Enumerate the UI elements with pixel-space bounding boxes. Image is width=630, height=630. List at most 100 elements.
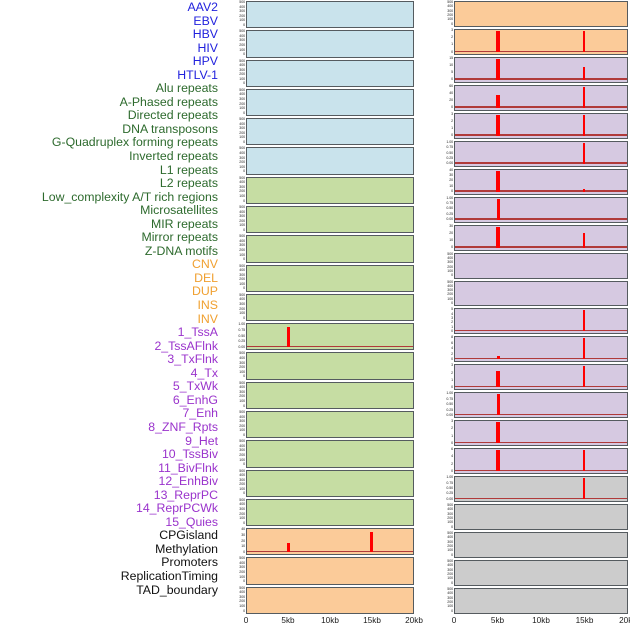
- track-yaxis: 500 400 300 200 100 0: [228, 585, 246, 614]
- y-tick-label: 500: [239, 175, 245, 180]
- track-yaxis: 3 2 1 0: [436, 420, 454, 446]
- genome-track: [246, 30, 414, 58]
- x-tick-label: 15kb: [575, 616, 594, 625]
- genome-track: [454, 1, 628, 27]
- y-tick-label: 0.50: [446, 402, 453, 407]
- y-tick-label: 100: [239, 281, 245, 286]
- genome-track: [246, 118, 414, 146]
- peak-marker: [496, 226, 500, 248]
- y-tick-label: 0.50: [446, 485, 453, 490]
- track-yaxis: 3 2 1 0: [436, 364, 454, 390]
- track-yaxis: 500 400 300 200 100 0: [228, 204, 246, 233]
- y-tick-label: 0: [451, 440, 453, 445]
- y-tick-label: 100: [239, 135, 245, 140]
- y-tick-label: 5: [451, 307, 453, 312]
- track-yaxis: 40 30 20 10 0: [228, 527, 246, 555]
- y-tick-label: 0: [451, 49, 453, 54]
- y-tick-label: 100: [447, 17, 453, 22]
- peak-marker: [583, 66, 585, 80]
- y-tick-label: 200: [447, 264, 453, 269]
- genome-track: [454, 336, 628, 363]
- y-tick-label: 1: [451, 42, 453, 47]
- track-label-dup: DUP: [192, 284, 218, 299]
- y-tick-label: 40: [449, 91, 453, 96]
- y-tick-label: 300: [239, 594, 245, 599]
- track-yaxis: 500 400 300 200 100 0: [228, 30, 246, 57]
- genome-track: [246, 381, 414, 409]
- genome-track: [454, 476, 628, 503]
- y-tick-label: 0.25: [446, 155, 453, 160]
- y-tick-label: 300: [239, 184, 245, 189]
- y-tick-label: 0: [243, 491, 245, 496]
- y-tick-label: 0.00: [238, 344, 245, 349]
- track-baseline: [455, 218, 627, 220]
- y-tick-label: 500: [239, 204, 245, 209]
- y-tick-label: 300: [239, 38, 245, 43]
- track-baseline: [247, 550, 413, 553]
- y-tick-label: 100: [239, 457, 245, 462]
- genome-track: [246, 469, 414, 497]
- peak-marker: [287, 326, 290, 348]
- y-tick-label: 0: [243, 22, 245, 27]
- y-tick-label: 0: [243, 608, 245, 613]
- y-tick-label: 300: [239, 477, 245, 482]
- peak-marker: [496, 58, 500, 80]
- genome-track: [454, 448, 628, 475]
- track-baseline: [247, 345, 413, 348]
- track-label-z-dna-motifs: Z-DNA motifs: [144, 243, 218, 258]
- y-tick-label: 0: [243, 140, 245, 144]
- track-yaxis: 500 400 300 200 100 0: [228, 352, 246, 379]
- y-tick-label: 400: [447, 563, 453, 568]
- y-tick-label: 0: [243, 257, 245, 262]
- track-baseline: [455, 358, 627, 360]
- genome-track: [454, 280, 628, 307]
- y-tick-label: 100: [239, 106, 245, 111]
- track-label-ins: INS: [197, 298, 219, 313]
- track-label-replicationtiming: ReplicationTiming: [120, 568, 218, 583]
- genome-track: [454, 84, 628, 111]
- y-tick-label: 300: [239, 9, 245, 14]
- peak-marker: [582, 338, 586, 360]
- y-tick-label: 0.00: [446, 217, 453, 222]
- y-tick-label: 0: [451, 356, 453, 361]
- genome-track: [246, 498, 414, 527]
- y-tick-label: 500: [239, 497, 245, 502]
- right-panel: 500 400 300 200 100 0 3 2 1 0 15 10 5 0 60 40 20 0 3 2 1 0 1.0…: [436, 0, 630, 630]
- y-tick-label: 300: [239, 360, 245, 365]
- track-label-hiv: HIV: [197, 40, 219, 55]
- y-tick-label: 2: [451, 426, 453, 431]
- y-tick-label: 0: [243, 462, 245, 467]
- y-tick-label: 0: [243, 52, 245, 57]
- y-tick-label: 500: [239, 292, 245, 297]
- y-tick-label: 30: [241, 532, 245, 537]
- y-tick-label: 100: [239, 47, 245, 52]
- genome-track: [454, 504, 628, 531]
- y-tick-label: 400: [239, 121, 245, 126]
- y-tick-label: 300: [447, 288, 453, 293]
- track-label-cpgisland: CPGisland: [159, 528, 218, 543]
- track-label-15-quies: 15_Quies: [165, 514, 218, 529]
- y-tick-label: 6: [451, 340, 453, 345]
- y-tick-label: 200: [447, 571, 453, 576]
- peak-marker: [496, 114, 500, 136]
- track-baseline: [455, 385, 627, 388]
- genome-track: [246, 176, 414, 204]
- y-tick-label: 0.25: [238, 339, 245, 344]
- y-tick-label: 0: [451, 245, 453, 250]
- track-yaxis: 500 400 300 200 100 0: [228, 497, 246, 526]
- y-tick-label: 500: [239, 117, 245, 122]
- y-tick-label: 20: [449, 98, 453, 103]
- y-tick-label: 0: [451, 329, 453, 334]
- y-tick-label: 0: [243, 169, 245, 174]
- y-tick-label: 0: [243, 198, 245, 203]
- peak-marker: [582, 142, 586, 164]
- y-tick-label: 6: [451, 447, 453, 452]
- track-yaxis: 500 400 300 200 100 0: [228, 59, 246, 87]
- track-yaxis: 1.00 0.75 0.50 0.25 0.00: [436, 196, 454, 223]
- y-tick-label: 500: [239, 585, 245, 590]
- y-tick-label: 400: [239, 150, 245, 155]
- left-panel: 500 400 300 200 100 0 500 400 300 200 100 0 500 400 30…: [228, 0, 422, 630]
- track-label-l2-repeats: L2 repeats: [159, 176, 218, 191]
- track-label-10-tssbiv: 10_TssBiv: [161, 447, 218, 462]
- track-yaxis: 500 400 300 200 100 0: [436, 0, 454, 27]
